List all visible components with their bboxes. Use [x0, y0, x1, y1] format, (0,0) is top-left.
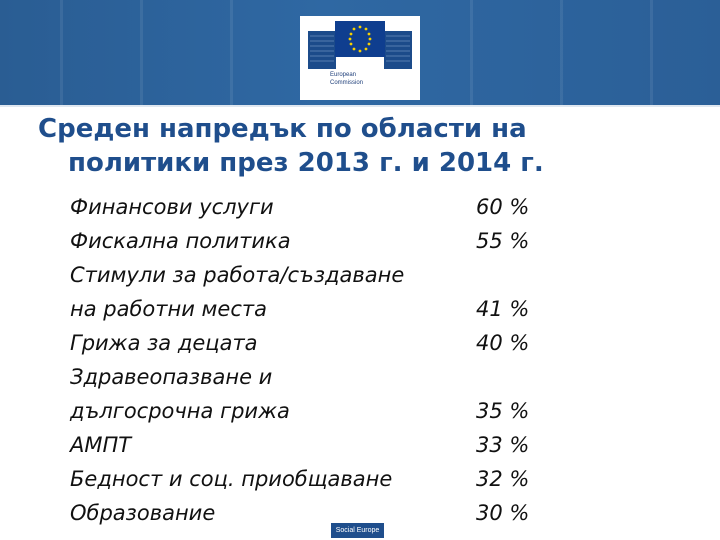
policy-area-value: 33 % [476, 433, 530, 457]
european-commission-logo: European Commission [300, 16, 420, 100]
slide-title: Среден напредък по области на политики п… [38, 112, 698, 180]
policy-area-label: АМПТ [70, 433, 132, 457]
policy-area-value: 41 % [476, 297, 530, 321]
policy-area-label: Финансови услуги [70, 195, 274, 219]
policy-area-label: на работни места [70, 297, 267, 321]
list-item: Бедност и соц. приобщаване 32 % [70, 462, 590, 496]
title-line: Среден напредък по области на [38, 114, 527, 144]
list-item: АМПТ 33 % [70, 428, 590, 462]
policy-area-list: Финансови услуги 60 % Фискална политика … [70, 190, 590, 530]
policy-area-value: 35 % [476, 399, 530, 423]
list-item: Фискална политика 55 % [70, 224, 590, 258]
logo-text: European [330, 72, 357, 78]
policy-area-value: 30 % [476, 501, 530, 525]
list-item: дългосрочна грижа 35 % [70, 394, 590, 428]
policy-area-label: Здравеопазване и [70, 365, 273, 389]
title-line: политики през 2013 г. и 2014 г. [68, 148, 544, 178]
header-stripe [140, 0, 143, 105]
policy-area-label: Образование [70, 501, 216, 525]
header-band: European Commission [0, 0, 720, 105]
logo-text: Commission [330, 80, 364, 86]
header-stripe [230, 0, 233, 105]
list-item: Финансови услуги 60 % [70, 190, 590, 224]
policy-area-label: дългосрочна грижа [70, 399, 290, 423]
social-europe-tag: Social Europe [331, 523, 384, 538]
header-stripe [470, 0, 473, 105]
policy-area-label: Фискална политика [70, 229, 291, 253]
list-item: Стимули за работа/създаване [70, 258, 590, 292]
list-item: Грижа за децата 40 % [70, 326, 590, 360]
list-item: на работни места 41 % [70, 292, 590, 326]
list-item: Образование 30 % [70, 496, 590, 530]
header-stripe [650, 0, 653, 105]
header-divider [0, 105, 720, 107]
policy-area-label: Бедност и соц. приобщаване [70, 467, 393, 491]
policy-area-value: 55 % [476, 229, 530, 253]
policy-area-label: Стимули за работа/създаване [70, 263, 405, 287]
header-stripe [560, 0, 563, 105]
berlaymont-building-icon [308, 21, 412, 69]
policy-area-value: 60 % [476, 195, 530, 219]
header-stripe [60, 0, 63, 105]
policy-area-value: 40 % [476, 331, 530, 355]
policy-area-value: 32 % [476, 467, 530, 491]
policy-area-label: Грижа за децата [70, 331, 258, 355]
list-item: Здравеопазване и [70, 360, 590, 394]
